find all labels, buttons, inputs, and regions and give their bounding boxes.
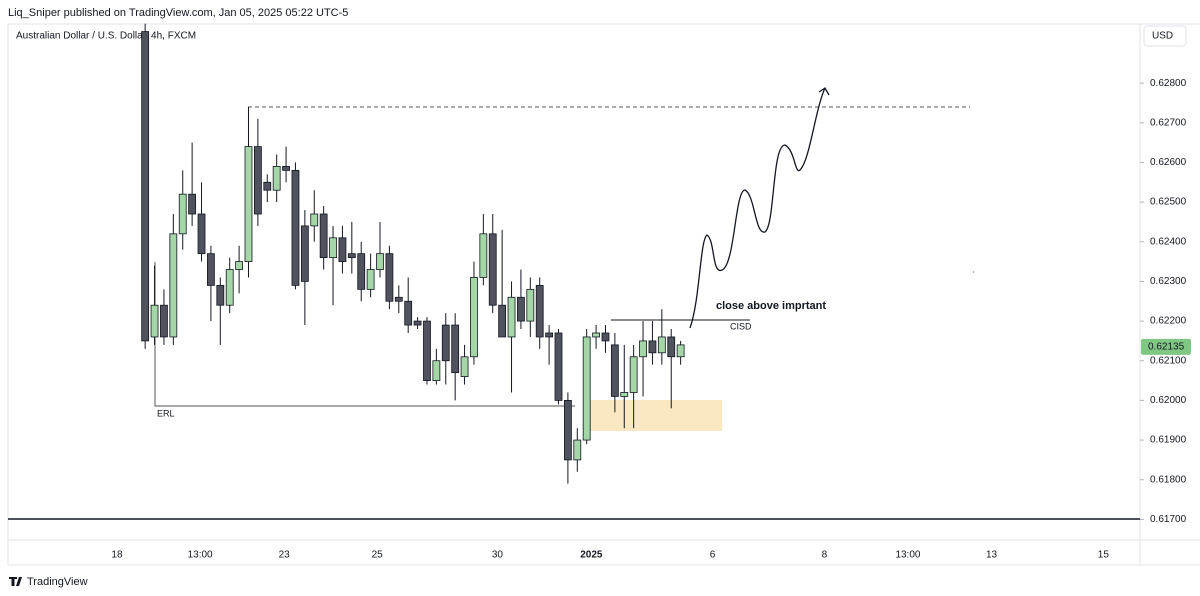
candle-body xyxy=(150,304,159,338)
y-tick-label: 0.62600 xyxy=(1150,157,1187,168)
candle-body xyxy=(376,253,384,270)
candle-body xyxy=(188,193,197,215)
symbol-title: Australian Dollar / U.S. Dollar, 4h, FXC… xyxy=(16,31,196,42)
candle-body xyxy=(160,304,168,338)
candle-body xyxy=(310,213,319,227)
y-tick-label: 0.61900 xyxy=(1150,435,1187,446)
candle-body xyxy=(582,336,591,441)
brand: TradingView xyxy=(27,576,88,588)
y-tick-label: 0.62300 xyxy=(1150,276,1187,287)
candle-body xyxy=(244,146,253,262)
candle-body xyxy=(648,340,657,354)
candle-body xyxy=(319,213,328,259)
last-price-label: 0.62135 xyxy=(1148,342,1185,353)
x-tick-label: 13:00 xyxy=(188,550,213,561)
candle-body xyxy=(451,324,460,374)
y-tick-label: 0.62100 xyxy=(1150,355,1187,366)
x-tick-label: 18 xyxy=(111,550,123,561)
x-tick-label: 6 xyxy=(710,550,716,561)
candle-body xyxy=(169,233,178,338)
candle-body xyxy=(432,360,441,381)
candle-body xyxy=(272,166,281,191)
candle-body xyxy=(507,296,516,338)
candle-body xyxy=(676,344,685,358)
candle-body xyxy=(517,296,525,322)
candle-body xyxy=(282,166,290,171)
candle-body xyxy=(667,336,676,358)
candle-body xyxy=(526,288,535,322)
candle-body xyxy=(347,253,356,259)
candle-body xyxy=(207,253,215,286)
candle-body xyxy=(197,213,206,255)
candle-body xyxy=(554,332,563,401)
x-tick-label: 25 xyxy=(372,550,384,561)
candle-body xyxy=(488,233,497,306)
y-tick-label: 0.62800 xyxy=(1150,78,1187,89)
candle-body xyxy=(479,233,488,278)
dot: . xyxy=(972,264,975,274)
candle-body xyxy=(620,392,629,397)
x-tick-label: 2025 xyxy=(580,550,603,561)
candle-body xyxy=(441,324,450,362)
candle-body xyxy=(535,284,544,338)
x-tick-label: 15 xyxy=(1098,550,1110,561)
logo-icon xyxy=(9,577,22,586)
last-price-box xyxy=(1141,338,1191,355)
candle-body xyxy=(357,253,366,290)
currency[interactable]: USD xyxy=(1152,31,1173,42)
candle-body xyxy=(216,284,225,306)
demand-zone xyxy=(590,400,722,431)
candle-body xyxy=(610,344,619,397)
candle-body xyxy=(545,332,554,338)
candle-body xyxy=(657,336,666,354)
y-tick-label: 0.62200 xyxy=(1150,316,1187,327)
y-tick-label: 0.62700 xyxy=(1150,117,1187,128)
x-tick-label: 13:00 xyxy=(895,550,920,561)
candle-body xyxy=(498,304,507,338)
x-tick-label: 8 xyxy=(822,550,828,561)
candle-body xyxy=(338,237,347,262)
candle-body xyxy=(329,237,337,259)
candle-body xyxy=(225,269,234,306)
candle-body xyxy=(460,356,469,378)
candle-body xyxy=(629,356,638,393)
y-tick-label: 0.61700 xyxy=(1150,514,1187,525)
annotation: close above imprtant xyxy=(716,300,826,312)
currency-box[interactable] xyxy=(1143,25,1187,47)
x-tick-label: 13 xyxy=(986,550,998,561)
x-tick-label: 23 xyxy=(279,550,291,561)
candle-body xyxy=(601,332,610,342)
x-tick-label: 30 xyxy=(492,550,504,561)
annotation: ERL xyxy=(157,408,175,418)
candles xyxy=(141,23,685,484)
candle-body xyxy=(404,300,413,326)
candle-body xyxy=(423,320,431,381)
candle-body xyxy=(178,193,187,235)
candle-body xyxy=(253,146,262,215)
candle-body xyxy=(291,169,300,286)
candle-body xyxy=(592,332,600,338)
candle-body xyxy=(141,31,150,342)
candle-body xyxy=(235,261,243,270)
candle-body xyxy=(639,340,647,358)
candle-body xyxy=(470,277,478,358)
projection-arrow xyxy=(689,87,830,329)
y-tick-label: 0.62500 xyxy=(1150,197,1187,208)
candle-body xyxy=(366,269,375,290)
y-tick-label: 0.61800 xyxy=(1150,474,1187,485)
annotation: CISD xyxy=(730,321,752,331)
publisher: Liq_Sniper published on TradingView.com,… xyxy=(8,7,348,19)
candle-body xyxy=(300,225,309,282)
candle-body xyxy=(563,399,572,461)
candle-body xyxy=(385,253,394,302)
candle-body xyxy=(394,296,403,302)
candle-body xyxy=(263,181,272,191)
candle-body xyxy=(413,320,422,326)
candle-body xyxy=(573,439,582,461)
y-tick-label: 0.62000 xyxy=(1150,395,1187,406)
y-tick-label: 0.62400 xyxy=(1150,236,1187,247)
